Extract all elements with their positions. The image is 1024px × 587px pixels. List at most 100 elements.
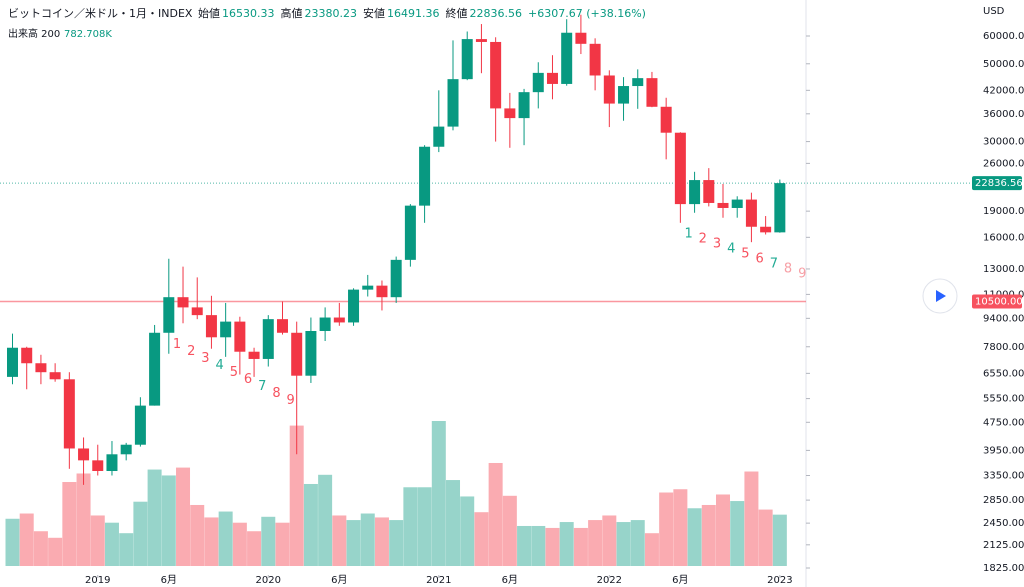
candle-body bbox=[149, 332, 161, 406]
volume-bar bbox=[33, 531, 48, 566]
play-button[interactable] bbox=[922, 278, 958, 314]
volume-bar bbox=[460, 496, 475, 566]
y-tick-label: 16000.00 bbox=[983, 232, 1024, 243]
volume-bar bbox=[772, 514, 787, 566]
volume-bar bbox=[517, 525, 532, 566]
last-price-tag bbox=[972, 176, 1022, 191]
candle-body bbox=[319, 317, 331, 332]
candle-body bbox=[404, 205, 416, 260]
y-tick-label: 4750.00 bbox=[983, 417, 1024, 428]
volume-bar bbox=[446, 480, 461, 566]
volume-bar bbox=[616, 522, 631, 566]
candle-body bbox=[106, 454, 118, 472]
y-tick-label: 50000.00 bbox=[983, 59, 1024, 70]
volume-bar bbox=[659, 492, 674, 566]
volume-bar bbox=[147, 469, 162, 566]
sequence-label: 6 bbox=[755, 251, 763, 266]
volume-bar bbox=[275, 522, 290, 566]
volume-bar bbox=[588, 520, 603, 566]
y-tick-label: 3350.00 bbox=[983, 470, 1024, 481]
candle-body bbox=[177, 297, 189, 308]
volume-bar bbox=[289, 425, 304, 566]
candle-body bbox=[362, 285, 374, 290]
x-tick-label: 2021 bbox=[426, 575, 451, 586]
candle-body bbox=[78, 448, 90, 461]
volume-bar bbox=[758, 509, 773, 566]
volume-bar bbox=[303, 483, 318, 566]
candle-body bbox=[276, 319, 288, 333]
sequence-label: 5 bbox=[741, 246, 749, 261]
y-tick-label: 3950.00 bbox=[983, 445, 1024, 456]
currency: USD bbox=[983, 6, 1005, 17]
y-tick-label: 30000.00 bbox=[983, 137, 1024, 148]
ohlc-label: 高値 bbox=[281, 6, 303, 20]
y-tick-label: 13000.00 bbox=[983, 264, 1024, 275]
volume-bar bbox=[48, 537, 63, 566]
volume-bar bbox=[161, 475, 176, 566]
candle-body bbox=[134, 405, 146, 445]
candle-body bbox=[163, 297, 175, 333]
sequence-label: 4 bbox=[727, 241, 735, 256]
candle-body bbox=[561, 32, 573, 84]
sequence-label: 7 bbox=[258, 379, 266, 394]
volume-bar bbox=[431, 421, 446, 566]
volume-bar bbox=[701, 504, 716, 566]
y-tick-label: 5550.00 bbox=[983, 394, 1024, 405]
y-tick-label: 2850.00 bbox=[983, 495, 1024, 506]
volume-bar bbox=[488, 462, 503, 566]
volume-bar bbox=[318, 474, 333, 566]
chart-title: ビットコイン／米ドル・1月・INDEX bbox=[8, 7, 193, 20]
candle-body bbox=[376, 285, 388, 298]
ohlc-label: 終値 bbox=[446, 6, 468, 20]
candle-body bbox=[35, 363, 47, 373]
volume-bar bbox=[644, 533, 659, 566]
candle-body bbox=[518, 92, 530, 119]
volume-layer bbox=[5, 421, 787, 566]
volume-bar bbox=[232, 522, 247, 566]
candle-body bbox=[205, 315, 217, 338]
volume-bar bbox=[119, 533, 134, 566]
candle-body bbox=[63, 379, 75, 449]
play-icon[interactable] bbox=[936, 290, 946, 302]
candle-body bbox=[618, 86, 630, 104]
candle-body bbox=[333, 317, 345, 323]
y-tick-label: 26000.00 bbox=[983, 158, 1024, 169]
candle-body bbox=[660, 106, 672, 133]
x-tick-label: 2023 bbox=[767, 575, 792, 586]
sequence-label: 4 bbox=[216, 358, 224, 373]
volume-bar bbox=[374, 517, 389, 566]
sequence-label: 8 bbox=[272, 386, 280, 401]
sequence-label: 5 bbox=[230, 365, 238, 380]
x-tick-label: 6月 bbox=[331, 574, 347, 586]
candle-body bbox=[504, 108, 516, 119]
price-line-label: 10500.00 bbox=[975, 296, 1023, 307]
candle-body bbox=[248, 351, 260, 359]
volume-bar bbox=[218, 511, 233, 566]
ohlc-label: 安値 bbox=[363, 6, 385, 20]
last-price-label: 22836.56 bbox=[975, 178, 1023, 189]
candle-body bbox=[234, 321, 246, 352]
candle-body bbox=[291, 332, 303, 376]
candle-body bbox=[546, 72, 558, 84]
candle-body bbox=[7, 347, 18, 377]
candle-body bbox=[731, 199, 743, 208]
candle-body bbox=[92, 460, 104, 472]
price-line-tag bbox=[972, 294, 1022, 309]
x-tick-label: 2022 bbox=[597, 575, 622, 586]
candle-body bbox=[475, 39, 487, 42]
volume-bar bbox=[90, 515, 105, 566]
candle-body bbox=[262, 319, 274, 359]
ohlc-value: 23380.23 bbox=[305, 7, 358, 20]
candle-body bbox=[774, 183, 786, 233]
volume-bar bbox=[204, 517, 219, 566]
sequence-label: 7 bbox=[770, 256, 778, 271]
candle-body bbox=[703, 180, 715, 203]
ohlc-value: 22836.56 bbox=[470, 7, 523, 20]
volume-bar bbox=[673, 489, 688, 566]
candle-body bbox=[390, 259, 402, 298]
sequence-label: 3 bbox=[201, 351, 209, 366]
volume-bar bbox=[403, 487, 418, 566]
volume-bar bbox=[190, 504, 205, 566]
